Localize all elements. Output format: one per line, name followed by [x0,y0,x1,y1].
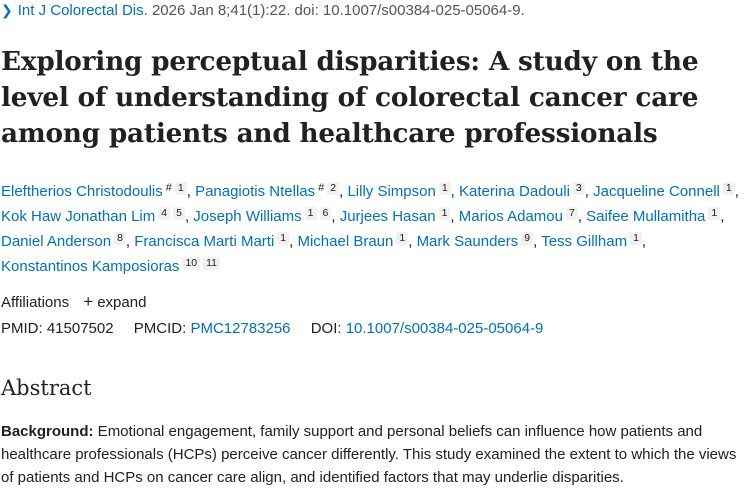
author-link[interactable]: Katerina Dadouli [459,183,570,200]
author-separator: , [577,208,587,225]
author-link[interactable]: Konstantinos Kamposioras [1,258,180,275]
affiliation-number[interactable]: 11 [203,257,221,270]
affiliations-row: Affiliations + expand [1,292,146,312]
chevron-right-icon: ❯ [1,2,13,18]
affiliation-number[interactable]: 1 [438,207,451,220]
author-separator: , [450,183,460,200]
affiliation-number[interactable]: 1 [277,232,290,245]
author-separator: , [331,208,340,225]
background-label: Background: [1,423,94,440]
affiliation-number[interactable]: 1 [304,207,317,220]
affiliations-expand-button[interactable]: + expand [83,292,147,311]
author-list: Eleftherios Christodoulis #1, Panagiotis … [1,176,749,279]
author-link[interactable]: Panagiotis Ntellas [195,183,316,200]
affiliation-number[interactable]: 7 [565,207,578,220]
author-link[interactable]: Francisca Marti Marti [134,233,275,250]
doi-link[interactable]: 10.1007/s00384-025-05064-9 [345,320,544,337]
author-separator: , [734,183,739,200]
affiliation-number[interactable]: 6 [319,207,332,220]
author-separator: , [584,183,594,200]
pmid-value: 41507502 [46,320,114,337]
affiliation-number[interactable]: 9 [521,232,534,245]
affiliation-number[interactable]: 1 [708,207,721,220]
identifiers-row: PMID: 41507502 PMCID: PMC12783256 DOI: 1… [1,320,543,337]
pmid-label: PMID: [1,320,43,337]
background-text: Emotional engagement, family support and… [1,423,737,486]
affiliation-number[interactable]: 2 [327,182,340,195]
affiliation-number[interactable]: 1 [722,182,735,195]
affiliation-number[interactable]: 1 [630,232,642,245]
plus-icon: + [83,292,94,311]
affiliation-number[interactable]: 3 [572,182,585,195]
doi-label: DOI: [310,320,342,337]
pmcid-link[interactable]: PMC12783256 [190,320,291,337]
article-title: Exploring perceptual disparities: A stud… [1,46,699,149]
abstract-background: Background: Emotional engagement, family… [1,420,749,489]
affiliation-number[interactable]: 1 [438,182,451,195]
citation-line: ❯ Int J Colorectal Dis. 2026 Jan 8;41(1):… [1,2,525,19]
author-separator: , [408,233,417,250]
author-separator: , [186,183,196,200]
affiliation-number[interactable]: 4 [158,207,171,220]
author-separator: , [184,208,194,225]
author-separator: , [641,233,647,250]
author-link[interactable]: Eleftherios Christodoulis [1,183,163,200]
affiliation-number[interactable]: 1 [174,182,187,195]
pmcid-label: PMCID: [133,320,187,337]
author-separator: , [339,183,348,200]
affiliations-label: Affiliations [1,294,70,311]
affiliation-number[interactable]: 5 [173,207,185,220]
author-link[interactable]: Mark Saunders [416,233,519,250]
author-link[interactable]: Saifee Mullamitha [586,208,706,225]
equal-contribution-marker[interactable]: # [318,182,325,194]
author-link[interactable]: Jacqueline Connell [593,183,720,200]
author-link[interactable]: Jurjees Hasan [339,208,436,225]
author-link[interactable]: Tess Gillham [541,233,628,250]
expand-label: expand [97,294,147,311]
author-link[interactable]: Lilly Simpson [347,183,436,200]
author-link[interactable]: Michael Braun [297,233,394,250]
author-link[interactable]: Marios Adamou [458,208,563,225]
author-link[interactable]: Joseph Williams [193,208,302,225]
equal-contribution-marker[interactable]: # [165,182,172,194]
affiliation-number[interactable]: 10 [182,257,201,270]
author-separator: , [720,208,725,225]
author-separator: , [125,233,135,250]
citation-details: 2026 Jan 8;41(1):22. doi: 10.1007/s00384… [151,2,525,19]
affiliation-number[interactable]: 8 [114,232,126,245]
author-separator: , [289,233,298,250]
author-separator: , [533,233,542,250]
affiliation-number[interactable]: 1 [396,232,409,245]
abstract-heading: Abstract [1,376,92,400]
author-separator: , [450,208,459,225]
journal-link[interactable]: Int J Colorectal Dis. [17,2,148,19]
author-link[interactable]: Daniel Anderson [1,233,112,250]
author-link[interactable]: Kok Haw Jonathan Lim [1,208,156,225]
